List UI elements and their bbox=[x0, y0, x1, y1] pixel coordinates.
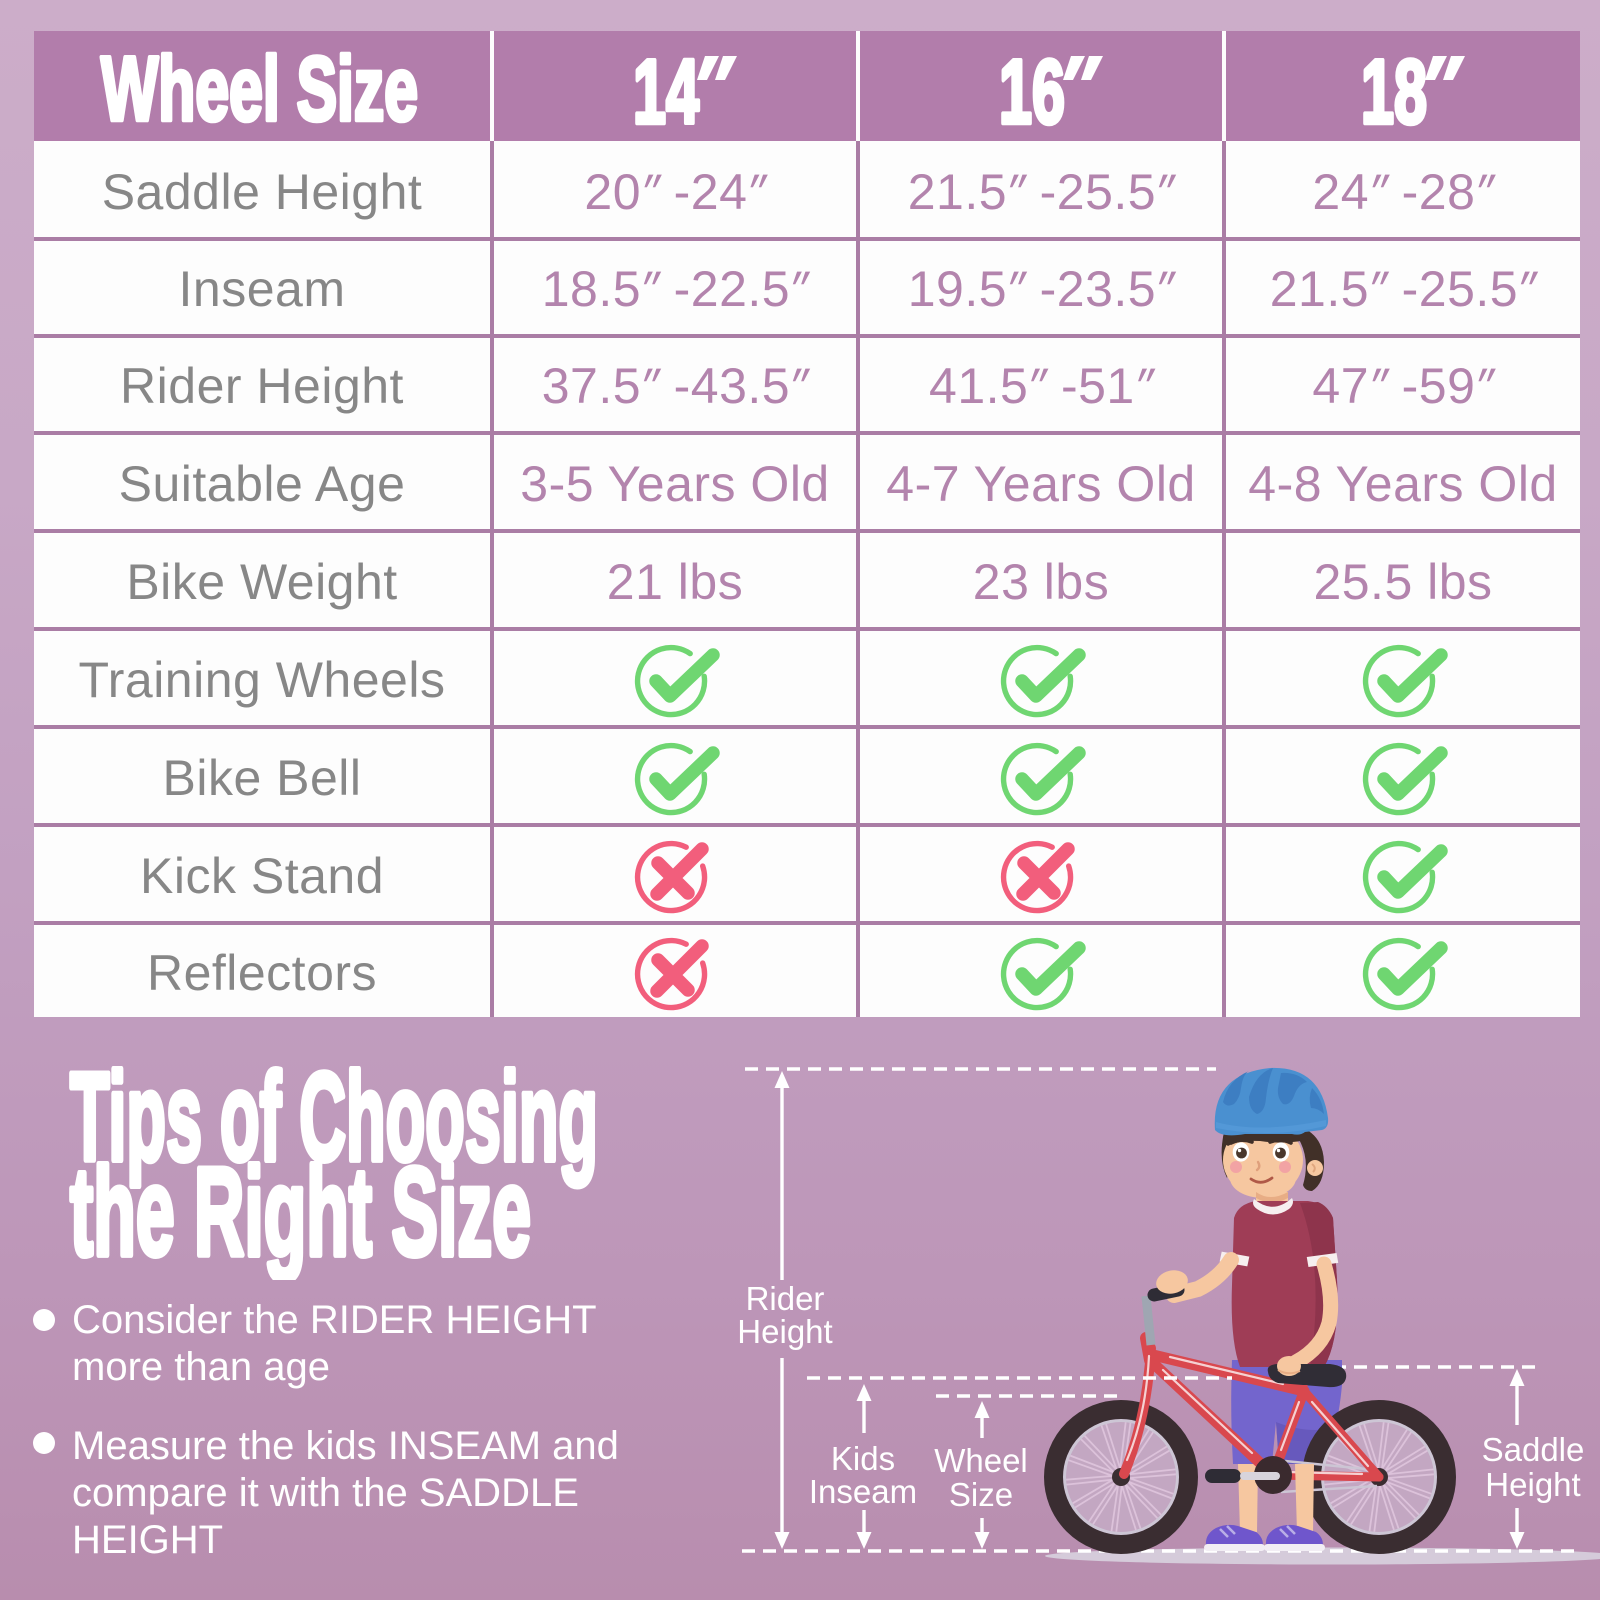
svg-text:Wheel Size: Wheel Size bbox=[101, 39, 418, 140]
svg-text:Tips of Choosing: Tips of Choosing bbox=[70, 1048, 598, 1187]
svg-text:Inseam: Inseam bbox=[809, 1473, 917, 1510]
svg-text:Size: Size bbox=[949, 1476, 1013, 1513]
svg-text:Saddle: Saddle bbox=[1482, 1431, 1585, 1468]
svg-text:Wheel: Wheel bbox=[934, 1442, 1028, 1479]
svg-text:14: 14 bbox=[633, 42, 699, 141]
svg-text:Height: Height bbox=[737, 1313, 832, 1350]
svg-text:Kids: Kids bbox=[831, 1440, 895, 1477]
svg-text:the Right Size: the Right Size bbox=[70, 1143, 531, 1280]
svg-text:16: 16 bbox=[999, 42, 1065, 141]
svg-text:Height: Height bbox=[1485, 1466, 1580, 1503]
svg-text:Rider: Rider bbox=[746, 1280, 825, 1317]
svg-text:18: 18 bbox=[1361, 42, 1427, 141]
